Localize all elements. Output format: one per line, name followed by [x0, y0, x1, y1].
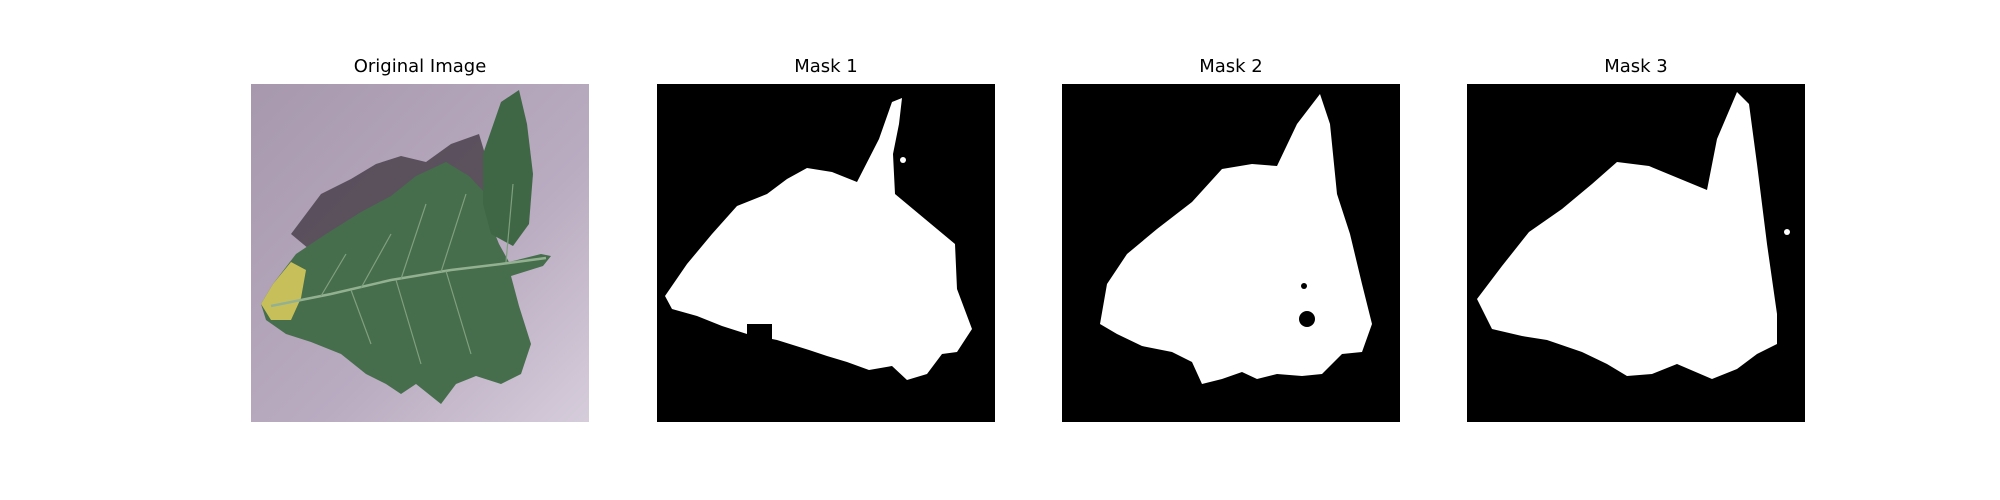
original-image: [251, 84, 589, 422]
mask-hole: [747, 324, 772, 342]
mask-hole: [1301, 283, 1307, 289]
mask-2-image: [1062, 84, 1400, 422]
panel-title-original: Original Image: [353, 56, 487, 77]
panel-mask-3: Mask 3: [1467, 0, 1805, 500]
mask-1-image: [657, 84, 995, 422]
mask-foreground: [1477, 92, 1777, 379]
leaf-veins: [320, 183, 514, 365]
mask-foreground: [1100, 94, 1372, 384]
panel-mask-2: Mask 2: [1062, 0, 1400, 500]
leaf-upper-lobe: [483, 90, 533, 246]
mask-3-image: [1467, 84, 1805, 422]
panel-title-mask-1: Mask 1: [794, 56, 858, 77]
mask-speck: [1784, 229, 1790, 235]
leaf-main: [261, 162, 551, 404]
panel-mask-1: Mask 1: [657, 0, 995, 500]
panel-title-mask-2: Mask 2: [1199, 56, 1263, 77]
mask-hole: [1299, 311, 1315, 327]
mask-speck: [900, 157, 906, 163]
mask-foreground: [665, 98, 972, 380]
panel-original: Original Image: [251, 0, 589, 500]
panel-title-mask-3: Mask 3: [1604, 56, 1668, 77]
